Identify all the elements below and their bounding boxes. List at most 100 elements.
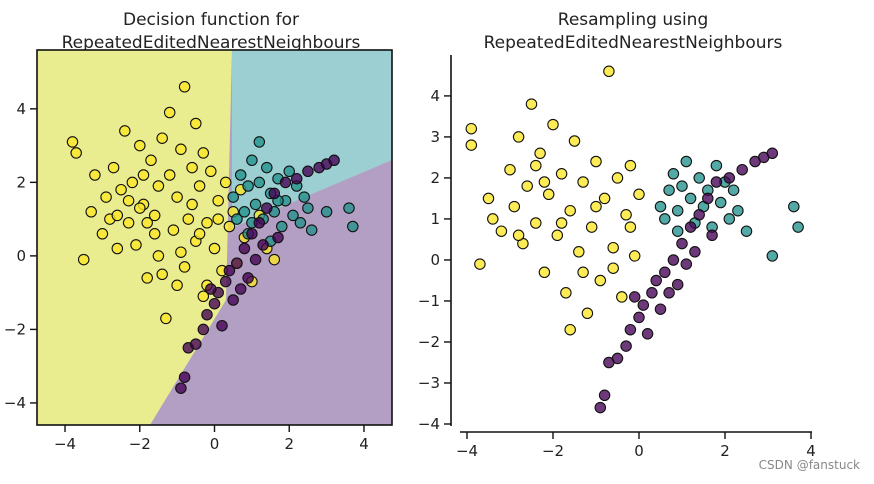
point-yellow-20 — [152, 250, 165, 262]
point-yellow-51 — [134, 202, 146, 214]
point-yellow-25 — [171, 191, 183, 203]
point-purple-17 — [723, 172, 736, 184]
point-yellow-14 — [130, 239, 142, 251]
x-tick-label-4: 4 — [359, 435, 369, 453]
point-yellow-23 — [577, 176, 589, 188]
point-yellow-9 — [111, 242, 124, 255]
point-teal-0 — [227, 191, 239, 203]
point-teal-21 — [788, 200, 800, 213]
point-purple-27 — [205, 283, 217, 295]
region-teal — [232, 50, 392, 228]
point-yellow-3 — [85, 206, 97, 218]
point-yellow-33 — [620, 209, 632, 221]
point-yellow-45 — [555, 217, 568, 229]
point-yellow-53 — [137, 169, 150, 181]
point-yellow-7 — [508, 200, 521, 213]
point-teal-25 — [294, 217, 307, 229]
point-yellow-26 — [175, 143, 187, 156]
point-yellow-18 — [555, 168, 568, 180]
point-purple-28 — [663, 287, 675, 299]
point-yellow-27 — [594, 274, 607, 287]
point-purple-14 — [261, 202, 273, 214]
y-tick-label-4: 4 — [16, 100, 26, 118]
point-yellow-32 — [616, 291, 628, 303]
point-purple-8 — [646, 287, 658, 299]
left-title-line-2: RepeatedEditedNearestNeighbours — [62, 33, 361, 53]
point-yellow-30 — [607, 241, 619, 254]
point-purple-0 — [594, 401, 607, 414]
point-purple-16 — [710, 176, 723, 188]
point-teal-23 — [253, 136, 266, 148]
point-teal-5 — [676, 180, 688, 192]
point-yellow-12 — [122, 217, 135, 229]
point-yellow-26 — [590, 155, 602, 168]
point-yellow-37 — [564, 323, 576, 336]
point-yellow-21 — [156, 132, 168, 144]
point-teal-19 — [320, 206, 333, 218]
point-yellow-1 — [70, 147, 82, 159]
x-tick-label-3: 2 — [284, 435, 294, 453]
point-purple-17 — [290, 172, 303, 185]
y-tick-label-0: −4 — [418, 415, 440, 433]
right-title-line-2: RepeatedEditedNearestNeighbours — [484, 33, 783, 53]
point-yellow-40 — [607, 262, 619, 274]
point-purple-21 — [766, 147, 779, 160]
point-yellow-29 — [186, 161, 198, 174]
point-purple-5 — [201, 308, 213, 321]
point-yellow-29 — [603, 65, 615, 78]
point-yellow-48 — [163, 106, 176, 119]
left-x-axis: −4 −2 0 2 4 — [54, 425, 369, 453]
point-teal-23 — [671, 225, 684, 237]
right-y-axis: −4 −3 −2 −1 0 1 2 3 4 — [418, 87, 451, 433]
point-teal-5 — [249, 198, 262, 211]
point-yellow-52 — [193, 228, 206, 240]
left-decision-regions — [37, 50, 392, 425]
y-tick-label-4: 0 — [430, 251, 440, 269]
point-yellow-63 — [197, 147, 210, 159]
point-purple-15 — [268, 187, 281, 200]
point-yellow-38 — [219, 176, 232, 189]
point-yellow-58 — [152, 180, 165, 192]
y-tick-label-2: 0 — [16, 247, 26, 265]
point-teal-3 — [667, 168, 680, 180]
point-yellow-34 — [205, 165, 217, 178]
point-purple-28 — [234, 283, 247, 295]
point-yellow-24 — [167, 224, 180, 236]
y-tick-label-1: −2 — [4, 320, 26, 338]
point-teal-6 — [253, 176, 266, 189]
point-yellow-20 — [564, 204, 576, 217]
point-yellow-34 — [624, 159, 637, 172]
point-yellow-21 — [568, 135, 581, 147]
point-purple-9 — [223, 264, 236, 277]
point-yellow-44 — [530, 159, 542, 172]
point-purple-10 — [659, 266, 671, 279]
point-yellow-33 — [201, 217, 213, 229]
point-purple-16 — [279, 176, 292, 189]
x-tick-label-3: 2 — [720, 442, 730, 460]
x-tick-label-4: 4 — [806, 442, 816, 460]
point-yellow-31 — [193, 180, 206, 192]
point-purple-9 — [650, 274, 662, 287]
region-yellow — [37, 50, 232, 425]
point-purple-3 — [611, 352, 624, 365]
point-yellow-8 — [107, 161, 120, 174]
point-purple-12 — [246, 228, 258, 240]
y-tick-label-1: −3 — [418, 374, 440, 392]
point-teal-2 — [663, 184, 675, 196]
point-yellow-39 — [223, 220, 236, 233]
y-tick-label-8: 4 — [430, 87, 440, 105]
point-purple-18 — [736, 163, 748, 176]
point-yellow-14 — [538, 266, 551, 279]
point-purple-10 — [231, 257, 243, 269]
point-purple-0 — [175, 382, 187, 394]
point-yellow-23 — [163, 169, 176, 181]
point-yellow-38 — [538, 176, 551, 188]
point-yellow-43 — [624, 221, 637, 233]
point-yellow-19 — [560, 287, 572, 299]
point-yellow-35 — [208, 242, 221, 255]
point-purple-21 — [328, 154, 340, 167]
point-yellow-2 — [77, 253, 90, 266]
x-tick-label-1: −2 — [129, 435, 151, 453]
point-yellow-10 — [115, 183, 127, 196]
